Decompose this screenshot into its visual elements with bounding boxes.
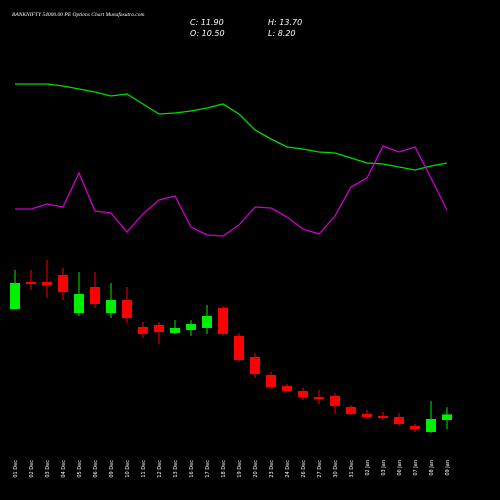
candle-body (106, 300, 116, 313)
x-tick-label: 03 Jan (381, 460, 387, 476)
candle-body (234, 336, 244, 360)
candle-body (42, 282, 52, 285)
candle-body (90, 287, 100, 304)
candle-body (250, 357, 260, 374)
x-tick-label: 06 Jan (397, 460, 403, 476)
candle-body (378, 416, 388, 418)
x-tick-label: 09 Jan (445, 460, 451, 476)
x-tick-label: 09 Dec (109, 460, 115, 478)
x-tick-label: 23 Dec (269, 460, 275, 478)
x-tick-label: 10 Dec (125, 460, 131, 478)
indicator-line (15, 83, 448, 171)
candle-body (298, 391, 308, 397)
x-tick-label: 05 Dec (77, 460, 83, 478)
candle-body (282, 386, 292, 391)
candle-body (202, 316, 212, 328)
x-tick-label: 02 Dec (29, 460, 35, 478)
x-tick-label: 02 Jan (365, 460, 371, 476)
x-tick-label: 31 Dec (349, 460, 355, 478)
x-tick-label: 12 Dec (157, 460, 163, 478)
candle-body (426, 419, 436, 432)
x-tick-label: 13 Dec (173, 460, 179, 478)
candle-body (122, 300, 132, 318)
x-tick-label: 20 Dec (253, 460, 259, 478)
candle-body (362, 414, 372, 417)
x-tick-label: 26 Dec (301, 460, 307, 478)
candle-body (186, 324, 196, 330)
candle-body (410, 426, 420, 429)
candle-body (394, 417, 404, 424)
x-tick-label: 06 Dec (93, 460, 99, 478)
high-label: H: 13.70 (268, 18, 302, 27)
x-tick-label: 03 Dec (45, 460, 51, 478)
x-tick-label: 24 Dec (285, 460, 291, 478)
candle-body (314, 397, 324, 399)
candle-body (442, 414, 452, 420)
x-tick-label: 27 Dec (317, 460, 323, 478)
x-tick-label: 17 Dec (205, 460, 211, 478)
candle-body (330, 396, 340, 406)
x-tick-label: 30 Dec (333, 460, 339, 478)
candle-body (74, 294, 84, 313)
indicator-line (15, 145, 448, 237)
x-tick-label: 07 Jan (413, 460, 419, 476)
x-tick-label: 01 Dec (13, 460, 19, 478)
x-tick-label: 19 Dec (237, 460, 243, 478)
candle-body (138, 327, 148, 334)
candle-body (154, 325, 164, 332)
x-tick-label: 11 Dec (141, 460, 147, 478)
candle-body (346, 407, 356, 414)
low-label: L: 8.20 (268, 29, 296, 38)
candle-body (58, 275, 68, 292)
candle-body (218, 308, 228, 334)
chart-title: BANKNIFTY 54000.00 PE Options Chart Muna… (12, 11, 144, 18)
candle-body (266, 375, 276, 387)
x-tick-label: 04 Dec (61, 460, 67, 478)
open-label: O: 10.50 (190, 29, 225, 38)
x-tick-label: 08 Jan (429, 460, 435, 476)
candle-body (10, 283, 20, 309)
close-label: C: 11.90 (190, 18, 224, 27)
x-tick-label: 16 Dec (189, 460, 195, 478)
candle-body (170, 328, 180, 333)
x-tick-label: 18 Dec (221, 460, 227, 478)
candle-body (26, 282, 36, 284)
